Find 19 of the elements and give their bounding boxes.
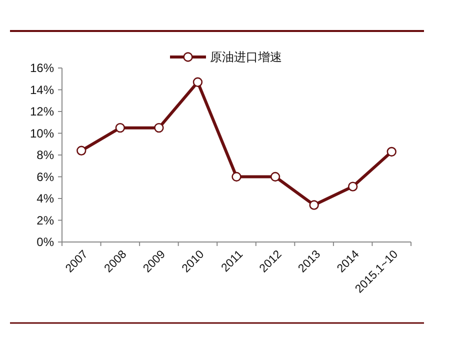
legend-label: 原油进口增速 (210, 50, 282, 64)
point (232, 172, 242, 182)
y-tick-label: 2% (36, 213, 54, 228)
point (192, 77, 203, 87)
y-tick-label: 8% (36, 148, 54, 162)
y-tick-label: 12% (30, 104, 54, 119)
point (115, 122, 126, 133)
point (309, 200, 319, 210)
y-tick-label: 0% (36, 235, 54, 250)
y-tick-label: 10% (30, 126, 54, 140)
point (76, 146, 86, 156)
y-tick-label: 6% (36, 170, 54, 184)
point (348, 182, 358, 192)
point (386, 146, 396, 157)
y-tick-label: 16% (30, 61, 54, 76)
point (270, 172, 280, 182)
y-tick-label: 14% (30, 82, 54, 97)
point (154, 122, 164, 133)
y-tick-label: 4% (36, 192, 54, 206)
